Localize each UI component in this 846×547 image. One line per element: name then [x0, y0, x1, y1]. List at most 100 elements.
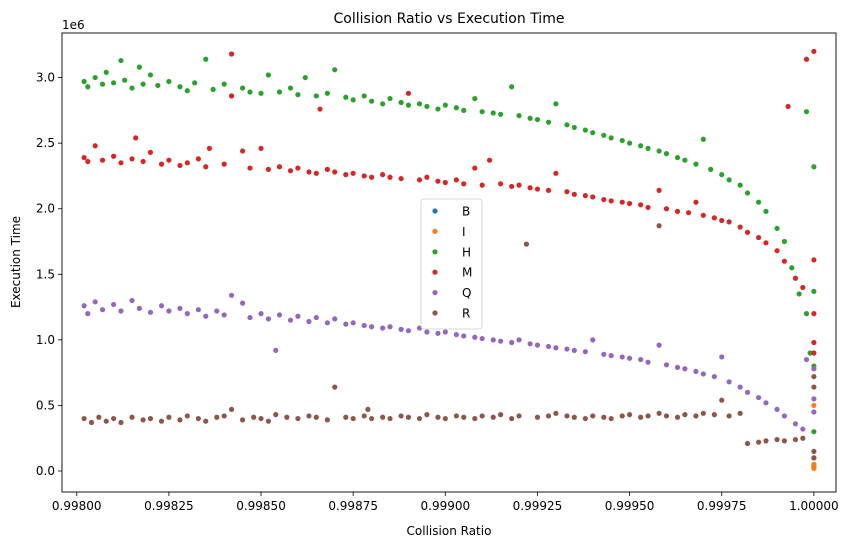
- data-point-h: [221, 81, 227, 87]
- data-point-h: [424, 103, 430, 110]
- data-point-r: [663, 413, 670, 419]
- data-point-h: [302, 74, 308, 81]
- data-point-h: [416, 101, 423, 107]
- data-point-q: [228, 292, 235, 298]
- data-point-m: [424, 174, 430, 180]
- data-point-r: [700, 410, 706, 416]
- data-point-q: [479, 335, 485, 342]
- data-point-h: [708, 166, 714, 172]
- data-point-m: [763, 240, 769, 246]
- data-point-m: [247, 165, 253, 171]
- data-point-m: [486, 157, 493, 163]
- data-point-h: [155, 82, 161, 89]
- x-axis-ticks: 0.99800 0.99825 0.99850 0.99875 0.99900 0.999…: [52, 492, 839, 513]
- data-point-q: [737, 384, 743, 390]
- data-point-h: [332, 67, 338, 73]
- data-point-h: [509, 84, 515, 90]
- data-point-m: [472, 165, 478, 171]
- data-point-q: [571, 347, 577, 353]
- data-point-r: [553, 410, 559, 416]
- data-point-r: [601, 414, 607, 420]
- data-point-h: [627, 140, 633, 146]
- legend-label-h: H: [462, 245, 471, 259]
- data-point-h: [122, 77, 128, 83]
- data-point-q: [85, 311, 91, 317]
- data-point-h: [534, 116, 541, 123]
- data-point-r: [251, 414, 257, 420]
- data-point-q: [184, 311, 190, 317]
- data-point-m: [774, 248, 780, 254]
- data-point-h: [380, 101, 386, 107]
- data-point-q: [608, 353, 614, 359]
- data-point-r: [534, 414, 541, 420]
- data-point-m: [564, 189, 570, 195]
- data-point-q: [693, 368, 699, 374]
- data-point-m: [258, 145, 264, 152]
- data-point-r: [435, 414, 441, 420]
- data-point-h: [674, 154, 681, 161]
- data-point-q: [306, 318, 312, 325]
- data-point-h: [527, 115, 533, 121]
- data-point-r: [608, 415, 614, 422]
- data-point-h: [103, 69, 109, 75]
- data-point-m: [800, 284, 806, 291]
- data-point-m: [756, 234, 762, 241]
- data-point-q: [700, 371, 706, 377]
- data-point-h: [498, 111, 504, 117]
- data-point-q: [214, 308, 220, 314]
- data-point-q: [763, 400, 769, 406]
- data-point-m: [545, 187, 552, 193]
- data-point-q: [744, 389, 751, 395]
- data-point-m: [553, 170, 559, 176]
- data-point-m: [147, 149, 154, 155]
- data-point-r: [306, 413, 312, 419]
- data-point-r: [103, 418, 109, 424]
- data-point-r: [228, 406, 235, 412]
- data-point-r: [627, 412, 633, 418]
- data-point-r: [295, 415, 301, 422]
- data-point-r: [158, 418, 165, 424]
- y-axis-ticks: 0.0 0.5 1.0 1.5 2.0 2.5 3.0: [36, 71, 62, 478]
- data-point-r: [619, 413, 625, 419]
- data-point-m: [700, 212, 706, 218]
- data-point-h: [645, 145, 651, 152]
- data-point-m: [674, 208, 681, 214]
- data-point-m: [498, 181, 504, 187]
- legend-label-r: R: [462, 307, 470, 321]
- data-point-q: [645, 359, 651, 365]
- data-point-q: [295, 313, 301, 319]
- data-point-h: [92, 74, 98, 81]
- data-point-m: [645, 204, 651, 211]
- data-point-q: [490, 337, 496, 343]
- data-point-q: [398, 326, 404, 332]
- data-point-q: [564, 346, 570, 352]
- data-point-h: [118, 57, 124, 64]
- data-point-q: [258, 311, 264, 317]
- data-point-m: [287, 168, 294, 174]
- data-point-r: [350, 415, 356, 422]
- data-point-h: [490, 110, 496, 116]
- y-tick-label: 0.5: [36, 398, 55, 412]
- data-point-r: [273, 412, 279, 418]
- data-point-h: [472, 95, 478, 102]
- data-point-h: [192, 80, 198, 86]
- data-point-r: [498, 412, 504, 418]
- data-point-m: [343, 172, 349, 178]
- data-point-m: [811, 311, 817, 317]
- data-point-m: [313, 170, 319, 176]
- data-point-h: [140, 81, 146, 87]
- data-point-q: [247, 314, 253, 321]
- data-point-r: [509, 415, 515, 422]
- data-point-m: [195, 156, 201, 162]
- data-point-q: [774, 406, 780, 412]
- data-point-r: [313, 414, 319, 420]
- data-point-r: [361, 413, 367, 419]
- data-point-h: [461, 107, 467, 113]
- data-point-r: [674, 414, 681, 420]
- data-point-h: [184, 88, 190, 94]
- data-point-m: [811, 257, 817, 263]
- data-point-m: [479, 182, 485, 188]
- data-point-r: [711, 412, 717, 418]
- data-point-m: [240, 148, 246, 154]
- data-point-q: [350, 320, 356, 326]
